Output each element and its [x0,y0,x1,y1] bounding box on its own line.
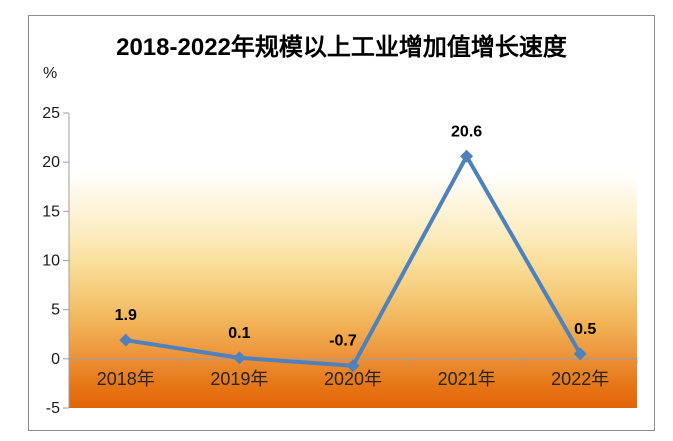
y-tick-label: 25 [42,105,60,122]
data-label: 20.6 [451,123,482,140]
data-point-marker [460,149,474,163]
data-label: 0.5 [574,321,596,338]
y-tick-label: 5 [51,302,60,319]
y-tick-label: 0 [51,351,60,368]
y-tick-label: 10 [42,253,60,270]
chart-title: 2018-2022年规模以上工业增加值增长速度 [116,34,567,61]
x-category-label: 2020年 [324,369,382,389]
y-tick-label: 15 [42,203,60,220]
x-category-label: 2019年 [210,369,268,389]
data-point-marker [232,351,246,365]
data-label: 1.9 [115,307,137,324]
y-axis-unit-label: % [43,65,58,82]
line-chart-svg: 25 20 15 10 5 0 -5 2018年 2019年 2020年 2021年 2022年 1.9… [42,105,638,417]
x-category-label: 2021年 [438,369,496,389]
data-label: -0.7 [329,333,357,350]
data-point-marker [573,347,587,361]
data-label: 0.1 [228,325,250,342]
x-category-label: 2022年 [551,369,609,389]
y-tick-label: 20 [42,154,60,171]
data-point-marker [119,333,133,347]
chart-frame: 2018-2022年规模以上工业增加值增长速度 % 25 20 15 10 5 0 -5 20… [28,15,655,431]
y-tick-label: -5 [46,400,60,417]
data-point-marker [346,359,360,373]
x-category-label: 2018年 [97,369,155,389]
